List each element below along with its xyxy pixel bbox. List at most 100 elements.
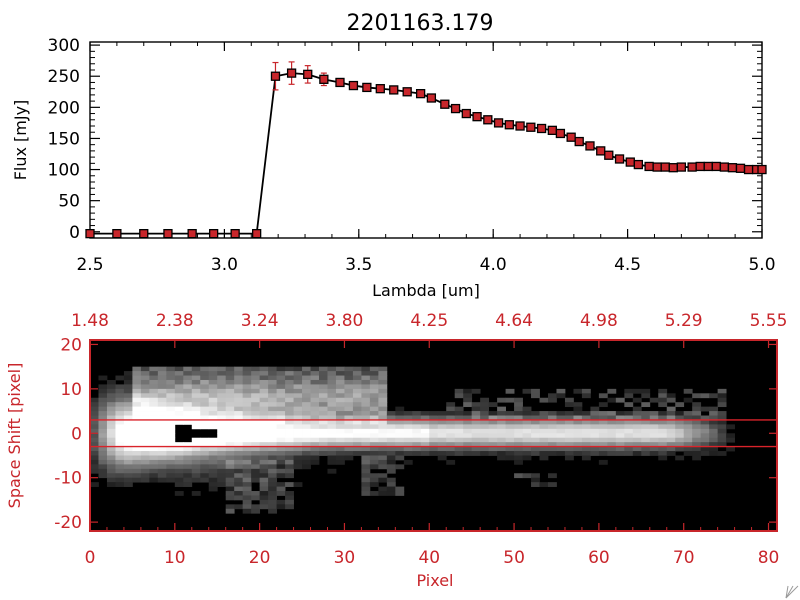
flux-point [695, 161, 705, 172]
x-tick-label: 2.5 [76, 255, 103, 275]
flux-point [139, 228, 149, 239]
flux-point [547, 125, 557, 136]
flux-point [633, 159, 644, 170]
pixel-tick-label: 10 [164, 548, 186, 568]
flux-point [389, 85, 399, 95]
flux-point [652, 162, 662, 172]
flux-point [536, 123, 547, 134]
pixel-tick-label: 60 [588, 548, 610, 568]
flux-point [348, 80, 359, 91]
flux-point [504, 120, 514, 130]
wavelength-tick-label: 4.98 [580, 311, 618, 331]
resize-grip-icon[interactable] [785, 585, 799, 599]
flux-point [711, 161, 721, 172]
y-tick-label: 300 [48, 36, 80, 56]
flux-point [644, 161, 654, 172]
pixel-tick-label: 80 [758, 548, 780, 568]
y-tick-label: 200 [48, 98, 80, 118]
pixel-tick-label: 70 [673, 548, 695, 568]
flux-point [335, 77, 345, 88]
pixel-tick-label: 50 [503, 548, 525, 568]
wavelength-tick-label: 4.64 [495, 311, 533, 331]
x-tick-label: 3.5 [345, 255, 372, 275]
spectrum-plot: 2.5 3.0 3.5 4.0 4.5 5.0 0 50 100 150 200 250 300 Lamb… [11, 36, 776, 300]
wavelength-tick-label: 4.25 [410, 311, 448, 331]
flux-point [493, 118, 504, 128]
flux-point [743, 164, 754, 175]
wavelength-tick-label: 1.48 [71, 311, 109, 331]
flux-point [286, 68, 297, 78]
x-tick-label: 5.0 [748, 255, 775, 275]
shift-tick-label: -20 [54, 513, 82, 533]
spectral-image-plot: 0 10 20 30 40 50 60 70 80 1.48 2.38 3.24 3.80 4.25 4.6… [5, 311, 787, 590]
pixel-tick-label: 20 [249, 548, 271, 568]
flux-point [415, 88, 426, 99]
flux-point [426, 93, 437, 103]
flux-point [703, 161, 713, 172]
flux-point [187, 228, 197, 239]
flux-point [727, 163, 738, 173]
flux-point [660, 162, 670, 172]
flux-point [270, 71, 281, 81]
flux-point [604, 150, 614, 160]
flux-point [668, 163, 678, 173]
y-tick-label: 150 [48, 129, 80, 149]
flux-point [555, 128, 566, 139]
flux-point [252, 228, 262, 239]
x-tick-label: 4.5 [614, 255, 641, 275]
flux-point [163, 228, 173, 239]
image-pixels [90, 366, 735, 514]
wavelength-tick-label: 2.38 [156, 311, 194, 331]
flux-point [625, 157, 635, 167]
flux-series-line [90, 72, 762, 235]
flux-point [461, 108, 471, 119]
flux-point [515, 121, 525, 131]
x-tick-label: 4.0 [480, 255, 507, 275]
flux-point [208, 228, 219, 239]
x-tick-label: 3.0 [211, 255, 238, 275]
flux-point [362, 82, 372, 93]
spectrum-title: 2201163.179 [347, 11, 494, 36]
flux-point [526, 122, 536, 132]
flux-point [574, 136, 584, 147]
y-tick-label: 250 [48, 67, 80, 87]
flux-point [450, 103, 461, 114]
y-tick-label: 0 [69, 223, 80, 243]
flux-point [735, 163, 746, 173]
flux-point [614, 154, 625, 164]
flux-point [375, 84, 385, 94]
shift-tick-label: 10 [60, 380, 82, 400]
flux-point [757, 164, 767, 175]
flux-point [230, 228, 240, 239]
flux-point [687, 162, 697, 172]
flux-point [483, 115, 493, 125]
wavelength-tick-label: 3.24 [241, 311, 279, 331]
image-y-label: Space Shift [pixel] [5, 363, 24, 509]
wavelength-tick-label: 5.55 [750, 311, 788, 331]
flux-point [112, 228, 122, 239]
flux-point [319, 74, 329, 84]
y-tick-label: 100 [48, 161, 80, 181]
image-frame [89, 339, 778, 532]
flux-point [585, 141, 595, 151]
flux-point [303, 69, 313, 80]
flux-point [440, 99, 450, 109]
pixel-tick-label: 40 [418, 548, 440, 568]
spectrum-y-label: Flux [mJy] [11, 100, 30, 181]
spectrum-x-label: Lambda [um] [372, 281, 480, 300]
pixel-tick-label: 0 [85, 548, 96, 568]
flux-point [472, 112, 482, 122]
y-tick-label: 50 [58, 192, 80, 212]
spectrum-frame [89, 41, 763, 239]
flux-point [676, 162, 687, 172]
flux-point [566, 132, 576, 142]
shift-tick-label: -10 [54, 469, 82, 489]
shift-tick-label: 0 [71, 424, 82, 444]
flux-point [596, 146, 606, 156]
shift-tick-label: 20 [60, 335, 82, 355]
flux-point [85, 228, 95, 239]
image-x-label: Pixel [416, 571, 453, 590]
pixel-tick-label: 30 [334, 548, 356, 568]
wavelength-tick-label: 5.29 [665, 311, 703, 331]
